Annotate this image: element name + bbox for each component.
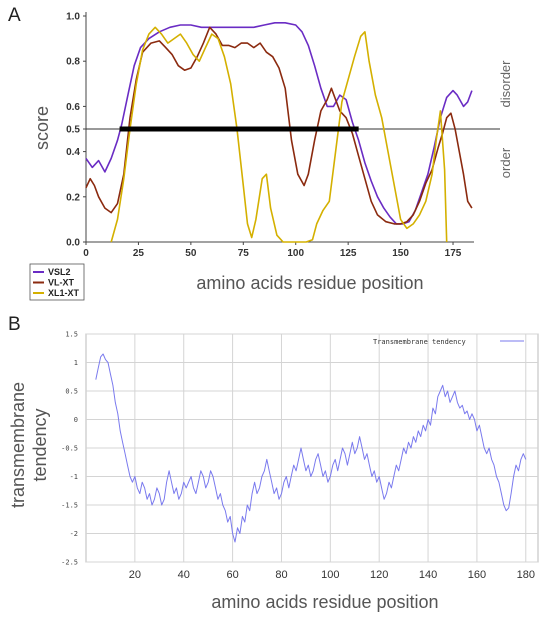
panel-b-y-axis-label-line2: tendency <box>30 408 50 481</box>
panel-a-x-tick-label: 25 <box>133 248 145 259</box>
panel-b-x-tick-label: 140 <box>419 569 437 581</box>
panel-a-x-tick-label: 100 <box>287 248 304 259</box>
panel-b-x-tick-label: 160 <box>468 569 486 581</box>
panel-b-y-tick-label: 1.5 <box>65 331 78 339</box>
panel-b-plot-area <box>95 353 527 543</box>
panel-b-x-tick-label: 120 <box>370 569 388 581</box>
series-line-vsl2 <box>85 22 473 225</box>
panel-b-legend: Transmembrane tendency <box>373 338 524 346</box>
panel-a-x-tick-label: 150 <box>392 248 409 259</box>
panel-a-y-tick-label: 0.2 <box>66 192 80 203</box>
panel-a-x-tick-label: 0 <box>83 248 89 259</box>
panel-a-y-tick-label: 1.0 <box>66 12 80 23</box>
panel-a-plot-area <box>85 12 500 243</box>
panel-a-y-tick-label: 0.5 <box>66 125 80 136</box>
panel-b-x-tick-label: 20 <box>129 569 141 581</box>
panel-b-y-tick-label: -1.5 <box>61 502 78 510</box>
panel-b-y-tick-label: 0 <box>74 416 78 424</box>
panel-b-x-tick-label: 40 <box>178 569 190 581</box>
panel-b-legend-label: Transmembrane tendency <box>373 338 466 346</box>
panel-b-y-tick-label: -2.5 <box>61 559 78 567</box>
panel-b-y-ticks: 1.5 1 0.5 0 -0.5 -1 -1.5 -2 -2.5 <box>61 331 78 567</box>
panel-b-x-tick-label: 80 <box>275 569 287 581</box>
legend-label-vl-xt: VL-XT <box>48 278 75 288</box>
panel-b-x-tick-label: 100 <box>321 569 339 581</box>
panel-b-y-tick-label: -1 <box>70 473 78 481</box>
panel-b-y-tick-label: -2 <box>70 530 78 538</box>
series-line-transmembrane-tendency <box>95 353 527 543</box>
panel-a-letter: A <box>8 5 21 26</box>
panel-b-y-tick-label: -0.5 <box>61 445 78 453</box>
panel-a: A score amino acids residue position dis… <box>8 5 513 301</box>
panel-a-x-tick-label: 50 <box>185 248 197 259</box>
panel-b: B transmembrane tendency amino acids res… <box>8 314 539 612</box>
panel-b-y-tick-label: 0.5 <box>65 388 78 396</box>
panel-a-y-tick-label: 0.4 <box>66 147 80 158</box>
panel-a-y-tick-label: 0.8 <box>66 57 80 68</box>
panel-a-x-tick-label: 125 <box>340 248 357 259</box>
panel-b-letter: B <box>8 314 21 335</box>
panel-a-y-axis-label: score <box>32 106 52 150</box>
panel-a-y-tick-label: 0.0 <box>66 238 80 249</box>
panel-a-x-tick-label: 175 <box>445 248 462 259</box>
panel-a-disorder-label: disorder <box>498 60 513 108</box>
legend-label-xl1-xt: XL1-XT <box>48 288 80 298</box>
panel-a-x-ticks: 0 25 50 75 100 125 150 175 <box>83 242 462 259</box>
legend-label-vsl2: VSL2 <box>48 267 71 277</box>
panel-a-order-label: order <box>498 147 513 178</box>
panel-a-x-tick-label: 75 <box>238 248 250 259</box>
panel-b-x-tick-label: 180 <box>517 569 535 581</box>
panel-a-y-ticks: 0.0 0.2 0.4 0.5 0.6 0.8 1.0 <box>66 12 86 249</box>
panel-b-x-tick-label: 60 <box>226 569 238 581</box>
panel-a-y-tick-label: 0.6 <box>66 102 80 113</box>
panel-a-x-axis-label: amino acids residue position <box>196 273 423 293</box>
panel-b-y-axis-label-line1: transmembrane <box>8 382 28 508</box>
panel-b-y-tick-label: 1 <box>74 359 78 367</box>
panel-b-grid <box>85 333 539 563</box>
series-line-vl-xt <box>85 26 473 225</box>
series-line-xl1-xt <box>110 26 448 243</box>
panel-b-x-ticks: 20 40 60 80 100 120 140 160 180 <box>129 569 535 581</box>
panel-b-x-axis-label: amino acids residue position <box>211 592 438 612</box>
